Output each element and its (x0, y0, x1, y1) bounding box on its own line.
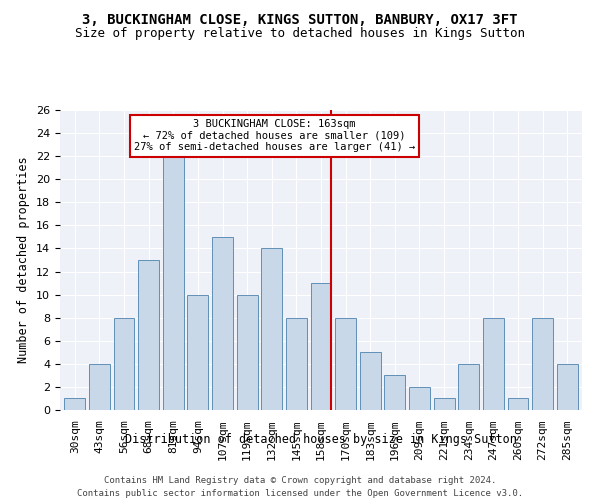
Bar (89, 364, 110, 410)
Bar (138, 260, 159, 410)
Bar (360, 352, 381, 410)
Text: 3 BUCKINGHAM CLOSE: 163sqm
← 72% of detached houses are smaller (109)
27% of sem: 3 BUCKINGHAM CLOSE: 163sqm ← 72% of deta… (134, 119, 415, 152)
Bar (261, 248, 282, 410)
Bar (236, 294, 257, 410)
Text: Distribution of detached houses by size in Kings Sutton: Distribution of detached houses by size … (125, 432, 517, 446)
Bar (483, 318, 504, 410)
Bar (163, 156, 184, 410)
Bar (532, 318, 553, 410)
Bar (557, 364, 578, 410)
Text: Size of property relative to detached houses in Kings Sutton: Size of property relative to detached ho… (75, 28, 525, 40)
Text: 3, BUCKINGHAM CLOSE, KINGS SUTTON, BANBURY, OX17 3FT: 3, BUCKINGHAM CLOSE, KINGS SUTTON, BANBU… (82, 12, 518, 26)
Bar (113, 318, 134, 410)
Y-axis label: Number of detached properties: Number of detached properties (17, 156, 31, 364)
Bar (508, 398, 529, 410)
Text: Contains HM Land Registry data © Crown copyright and database right 2024.
Contai: Contains HM Land Registry data © Crown c… (77, 476, 523, 498)
Bar (64, 398, 85, 410)
Bar (385, 376, 406, 410)
Bar (311, 283, 331, 410)
Bar (212, 237, 233, 410)
Bar (434, 398, 455, 410)
Bar (187, 294, 208, 410)
Bar (409, 387, 430, 410)
Bar (458, 364, 479, 410)
Bar (335, 318, 356, 410)
Bar (286, 318, 307, 410)
